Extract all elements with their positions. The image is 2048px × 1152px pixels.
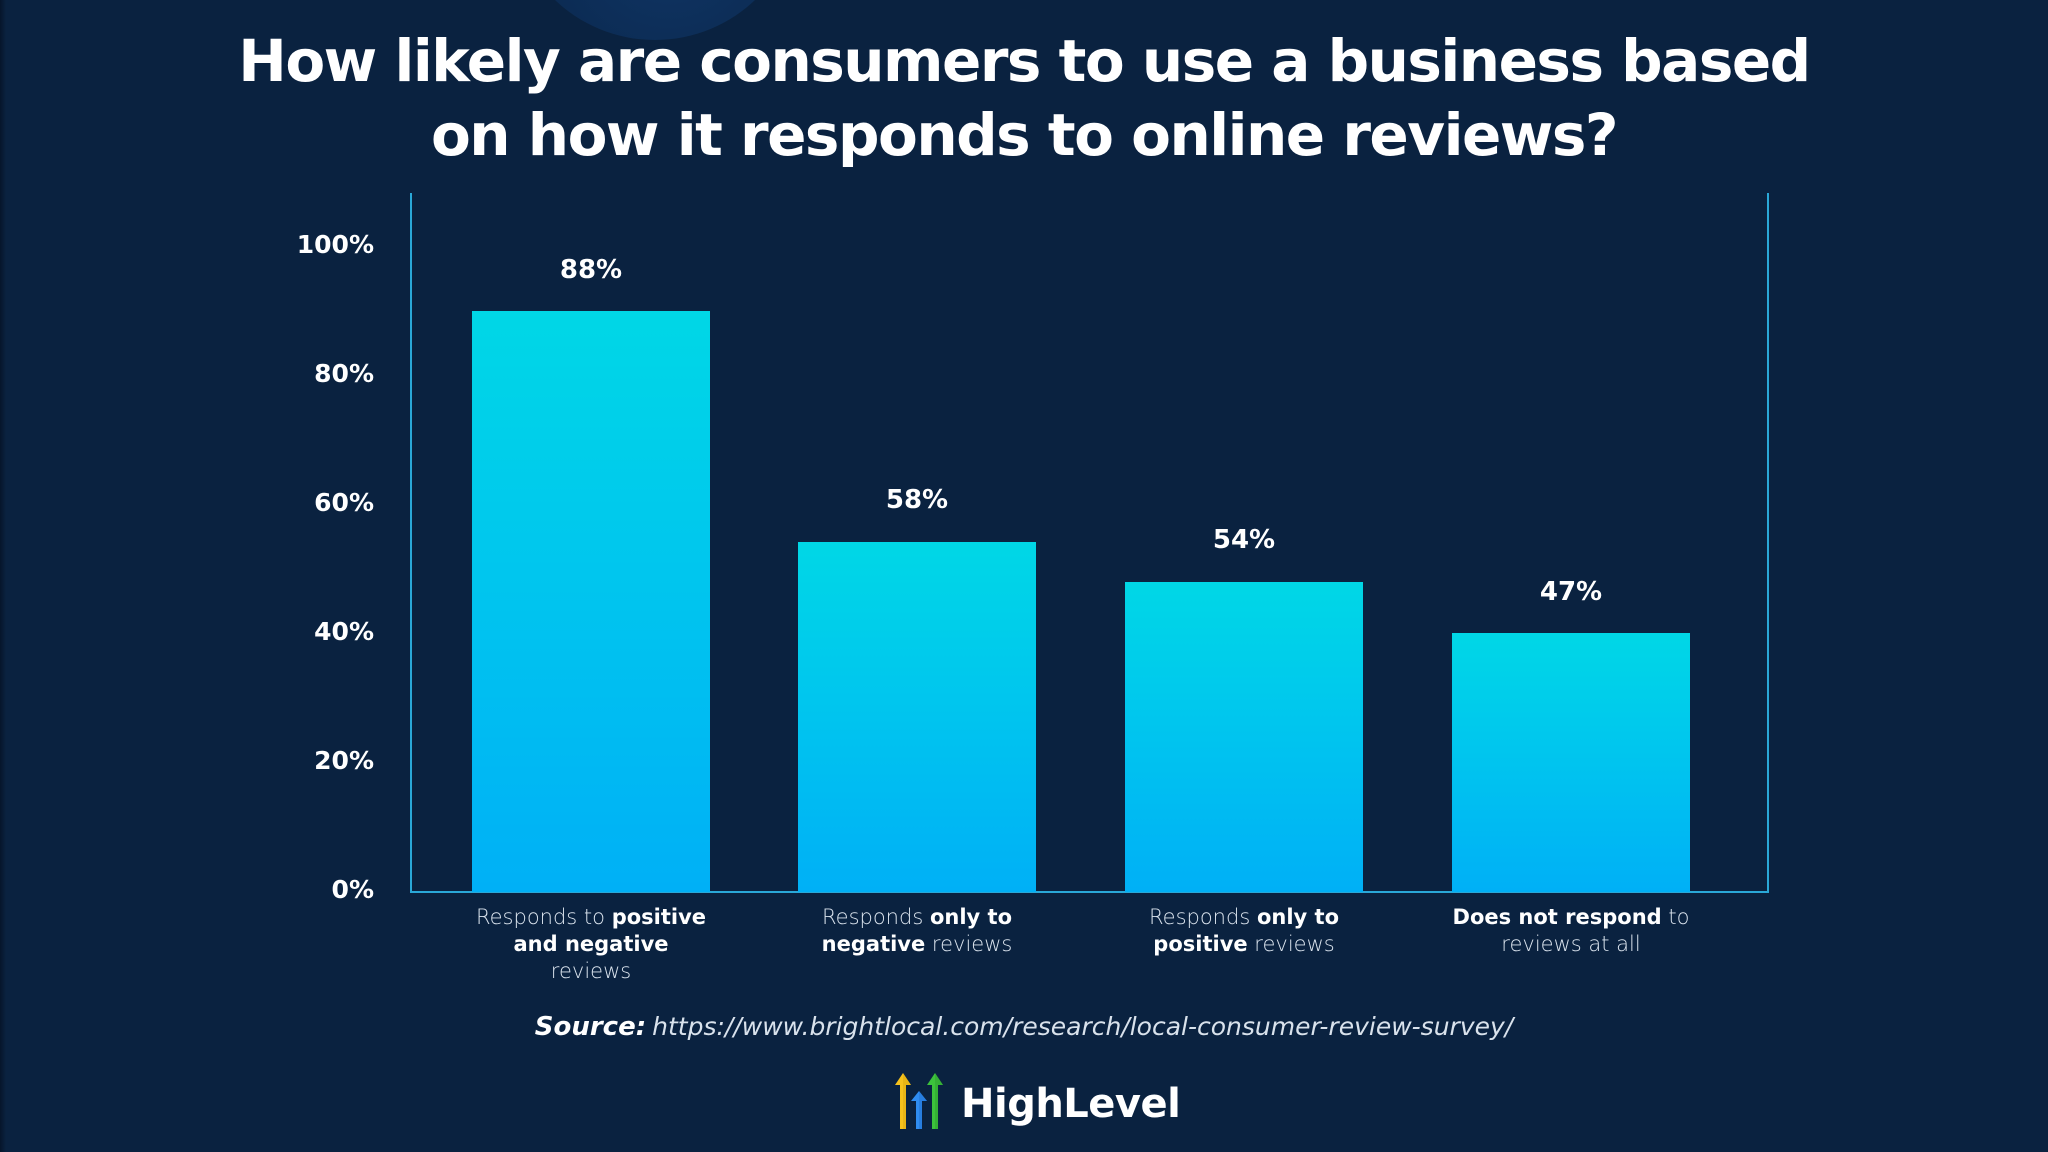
label-text: Responds to: [475, 905, 612, 929]
bar-value-label: 47%: [1539, 577, 1603, 607]
label-text: Responds: [822, 905, 930, 929]
category-label: Responds only to positive reviews: [1094, 904, 1394, 958]
label-emphasis: positive: [1153, 932, 1248, 956]
label-text: reviews at all: [1501, 932, 1641, 956]
highlevel-logo: HighLevel: [893, 1068, 1181, 1134]
bar-responds-only-positive: [1125, 582, 1363, 892]
bar-value-label: 88%: [559, 255, 623, 285]
y-tick-0: 0%: [331, 875, 374, 904]
chart-title-line-2: on how it responds to online reviews?: [430, 101, 1619, 169]
category-label: Responds to positive and negative review…: [441, 904, 741, 985]
bar-responds-positive-and-negative: [472, 311, 710, 892]
y-tick-20: 20%: [314, 746, 374, 775]
label-text: to: [1661, 905, 1690, 929]
bar-value-label: 58%: [885, 485, 949, 515]
background-edge: [0, 0, 6, 1152]
label-emphasis: and negative: [513, 932, 669, 956]
chart-title-line-1: How likely are consumers to use a busine…: [238, 27, 1811, 95]
source-citation: Source: https://www.brightlocal.com/resea…: [0, 1008, 2048, 1045]
bar-responds-only-negative: [798, 542, 1036, 892]
label-text: reviews: [550, 959, 632, 983]
y-tick-60: 60%: [314, 488, 374, 517]
chart-title: How likely are consumers to use a busine…: [0, 24, 2048, 172]
source-label: Source:: [534, 1012, 647, 1042]
label-text: reviews: [925, 932, 1013, 956]
y-tick-80: 80%: [314, 359, 374, 388]
bar-does-not-respond: [1452, 633, 1690, 892]
label-emphasis: only to: [1256, 905, 1339, 929]
source-url: https://www.brightlocal.com/research/loc…: [652, 1012, 1514, 1041]
x-axis-line: [410, 891, 1769, 893]
category-label: Responds only to negative reviews: [767, 904, 1067, 958]
y-tick-100: 100%: [296, 230, 374, 259]
category-label: Does not respond to reviews at all: [1421, 904, 1721, 958]
y-tick-40: 40%: [314, 617, 374, 646]
bar-value-label: 54%: [1212, 525, 1276, 555]
right-border-line: [1767, 193, 1769, 893]
arrows-logo-icon: [895, 1073, 943, 1129]
label-text: Responds: [1149, 905, 1257, 929]
label-emphasis: only to: [929, 905, 1012, 929]
label-emphasis: Does not respond: [1452, 905, 1662, 929]
label-emphasis: negative: [821, 932, 926, 956]
label-text: reviews: [1247, 932, 1335, 956]
y-axis-line: [410, 193, 412, 893]
logo-text: HighLevel: [961, 1081, 1181, 1127]
label-emphasis: positive: [611, 905, 707, 929]
